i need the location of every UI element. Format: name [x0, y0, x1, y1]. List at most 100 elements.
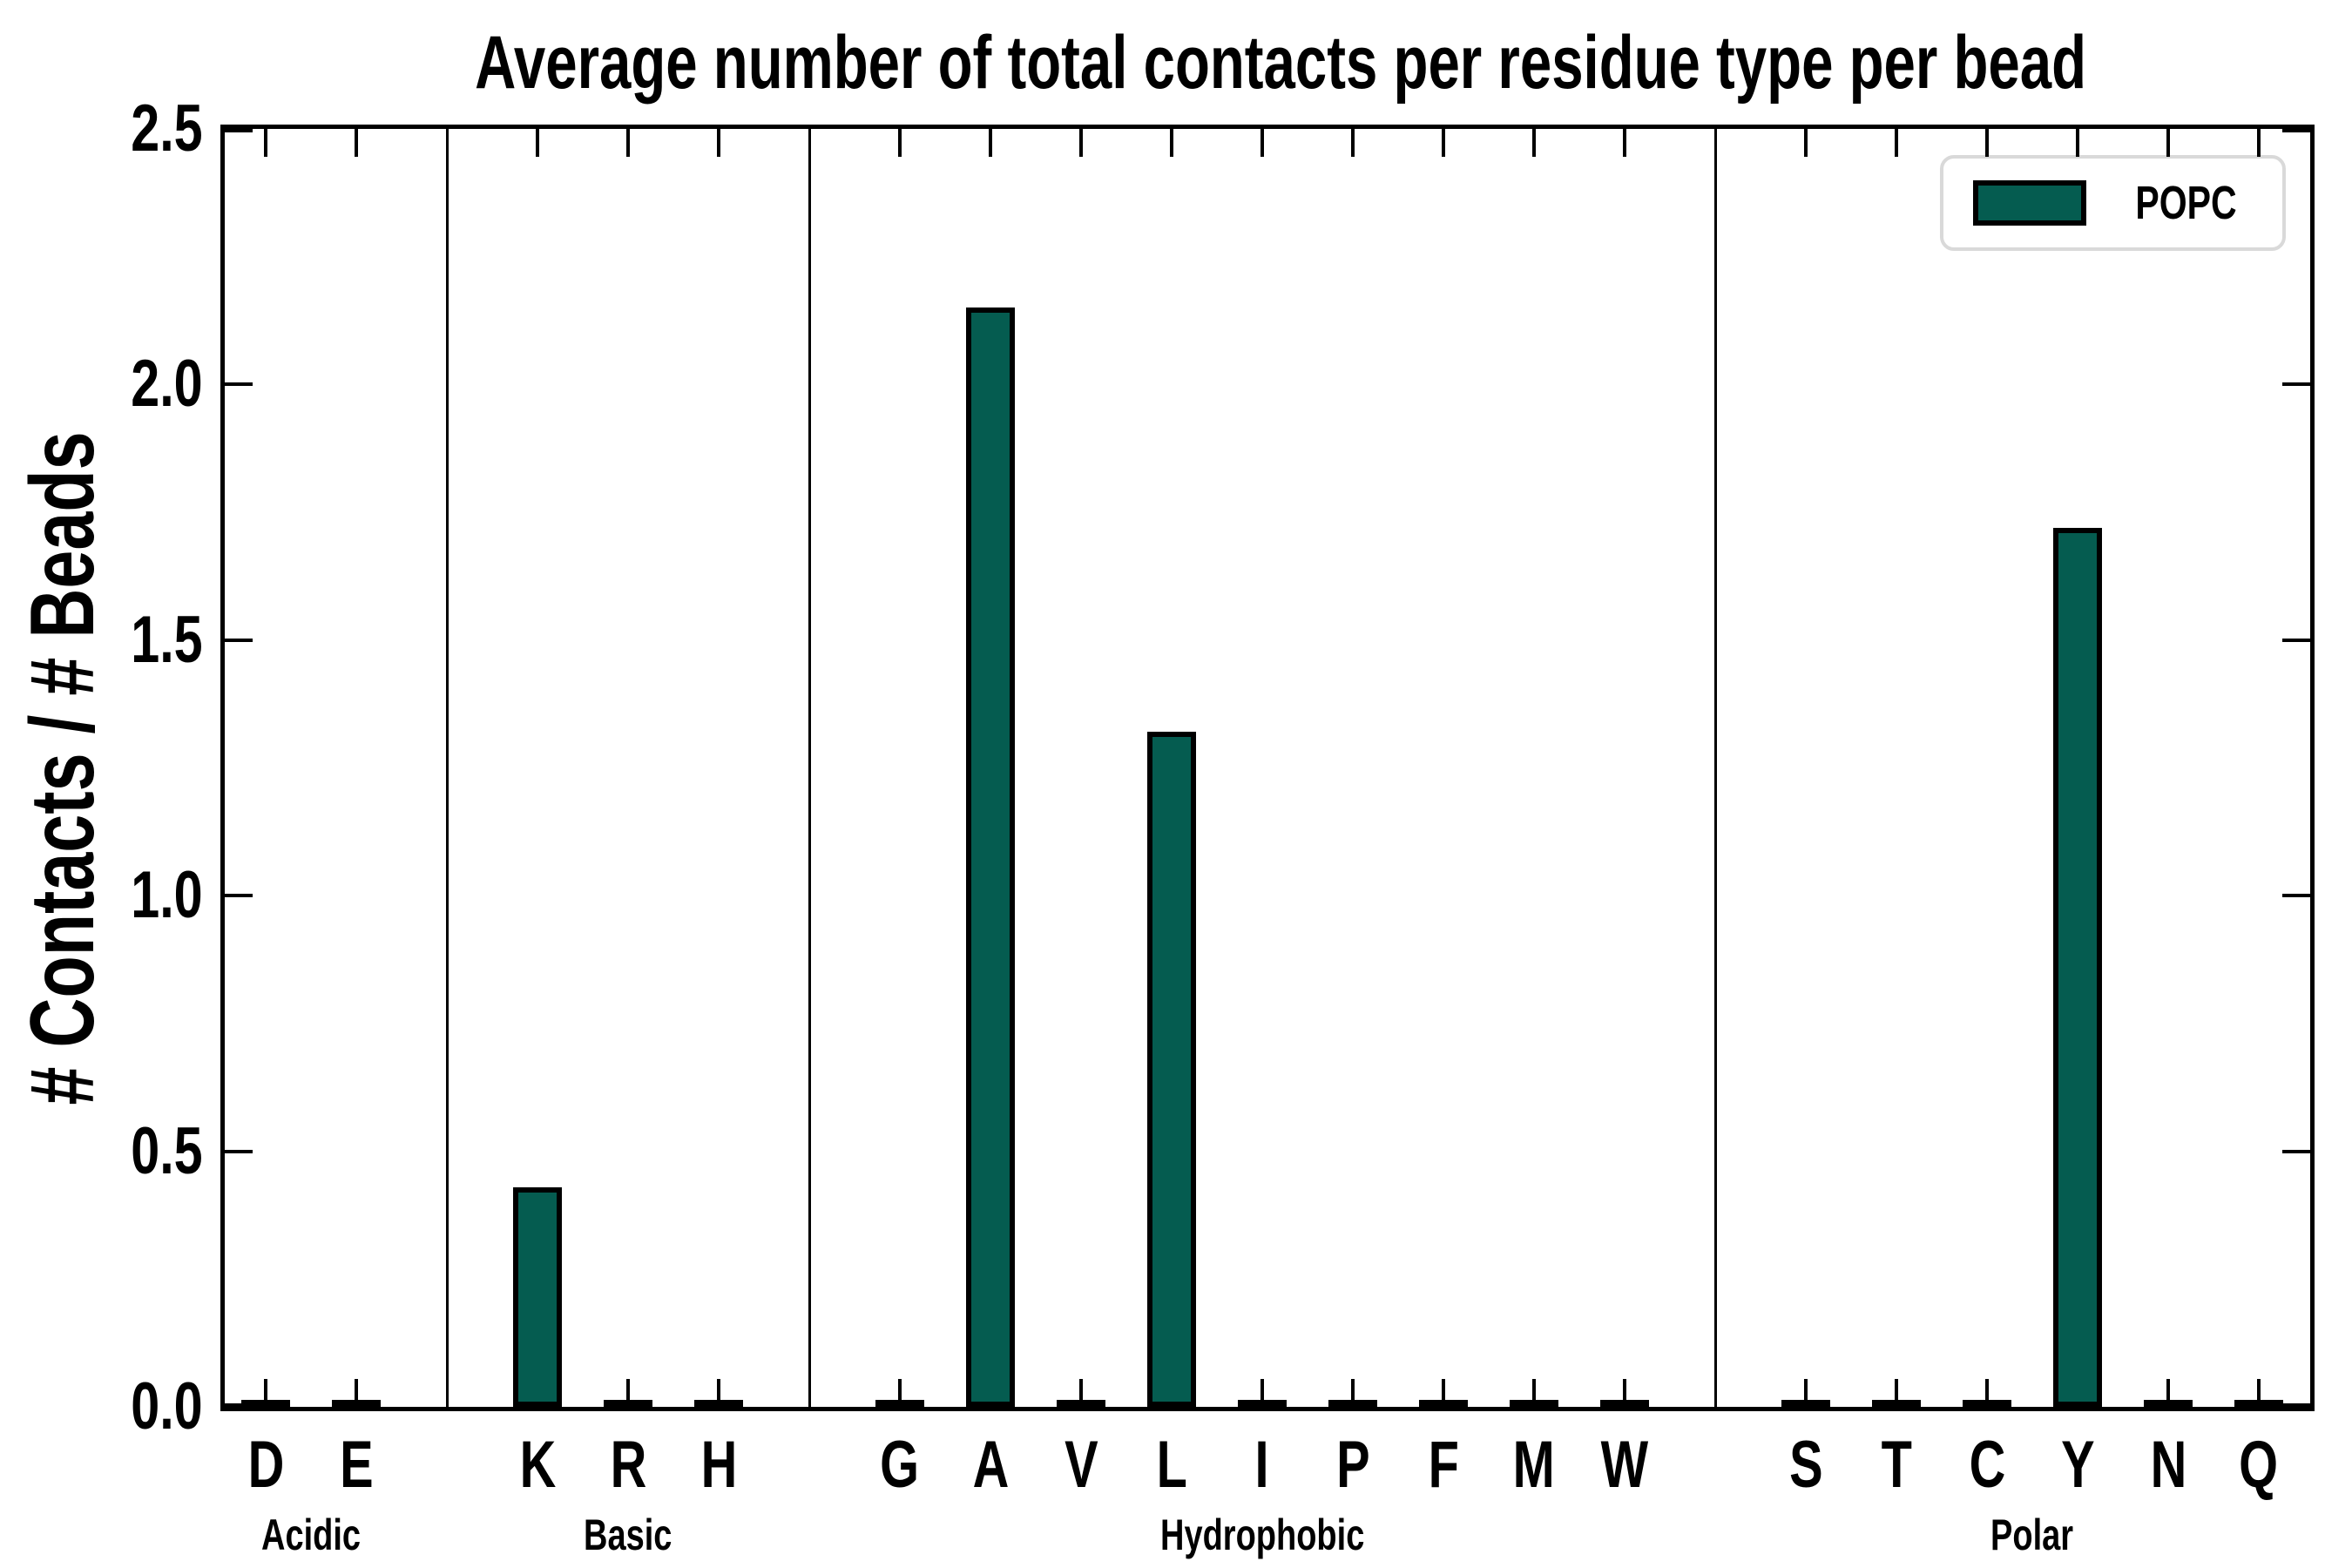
y-tick-label-text: 2.0: [131, 347, 203, 422]
y-tick-label: 2.5: [0, 94, 203, 164]
x-label-V: V: [1036, 1430, 1126, 1500]
y-axis-label: # Contacts / # Beads: [12, 431, 113, 1105]
x-tick-top-F: [1442, 129, 1445, 157]
group-label-hydrophobic: Hydrophobic: [1079, 1509, 1445, 1561]
x-tick-top-R: [626, 129, 630, 157]
x-label-A: A: [945, 1430, 1036, 1500]
x-label-I: I: [1217, 1430, 1308, 1500]
group-label-text: Hydrophobic: [1159, 1511, 1365, 1559]
x-label-Y: Y: [2032, 1430, 2123, 1500]
bar-K: [513, 1187, 562, 1407]
legend-swatch-popc: [1972, 180, 2086, 226]
x-label-text: T: [1881, 1428, 1912, 1502]
x-label-G: G: [855, 1430, 945, 1500]
x-tick-bottom-T: [1895, 1379, 1898, 1407]
y-tick-right: [2282, 1149, 2310, 1153]
x-tick-top-S: [1804, 129, 1808, 157]
y-tick-right: [2282, 638, 2310, 642]
x-label-K: K: [492, 1430, 583, 1500]
x-tick-bottom-V: [1079, 1379, 1083, 1407]
legend-label: POPC: [2135, 177, 2237, 229]
bar-D-zero: [241, 1400, 290, 1407]
x-label-text: M: [1512, 1428, 1556, 1502]
x-tick-bottom-N: [2166, 1379, 2170, 1407]
x-tick-top-H: [717, 129, 720, 157]
y-tick-label-text: 2.5: [131, 91, 203, 166]
x-label-text: Y: [2060, 1428, 2095, 1502]
group-separator: [808, 129, 811, 1407]
chart-title-text: Average number of total contacts per res…: [475, 21, 2087, 105]
x-tick-top-V: [1079, 129, 1083, 157]
x-tick-top-K: [536, 129, 539, 157]
y-tick-label: 2.0: [0, 349, 203, 419]
y-tick-label-text: 1.5: [131, 602, 203, 677]
bar-N-zero: [2144, 1400, 2193, 1407]
x-tick-top-L: [1170, 129, 1173, 157]
x-label-text: R: [610, 1428, 646, 1502]
x-tick-top-T: [1895, 129, 1898, 157]
x-tick-top-I: [1260, 129, 1264, 157]
x-label-Q: Q: [2213, 1430, 2304, 1500]
x-label-C: C: [1942, 1430, 2032, 1500]
bar-V-zero: [1057, 1400, 1105, 1407]
y-tick-label: 1.0: [0, 861, 203, 930]
y-tick-left: [225, 1149, 253, 1153]
y-tick-label-text: 0.0: [131, 1369, 203, 1443]
bar-P-zero: [1328, 1400, 1377, 1407]
x-label-text: H: [700, 1428, 737, 1502]
x-label-W: W: [1579, 1430, 1670, 1500]
y-tick-left: [225, 129, 253, 132]
y-tick-right: [2282, 382, 2310, 387]
x-label-text: P: [1335, 1428, 1370, 1502]
bar-I-zero: [1238, 1400, 1287, 1407]
bar-E-zero: [332, 1400, 381, 1407]
x-label-text: F: [1428, 1428, 1459, 1502]
chart-title: Average number of total contacts per res…: [220, 19, 2315, 106]
y-tick-label-text: 1.0: [131, 858, 203, 933]
y-tick-left: [225, 1403, 253, 1407]
bar-F-zero: [1419, 1400, 1468, 1407]
y-tick-right: [2282, 894, 2310, 898]
bar-G-zero: [875, 1400, 924, 1407]
x-label-text: D: [247, 1428, 284, 1502]
x-label-text: I: [1254, 1428, 1270, 1502]
x-tick-bottom-M: [1532, 1379, 1536, 1407]
bar-H-zero: [694, 1400, 743, 1407]
x-tick-bottom-E: [355, 1379, 358, 1407]
x-tick-top-A: [989, 129, 992, 157]
y-tick-label: 0.5: [0, 1113, 203, 1188]
x-label-text: S: [1788, 1428, 1823, 1502]
bar-Y: [2053, 528, 2102, 1407]
group-label-polar: Polar: [1849, 1509, 2215, 1561]
bar-T-zero: [1872, 1400, 1921, 1407]
x-label-D: D: [220, 1430, 311, 1500]
x-label-R: R: [583, 1430, 673, 1500]
plot-area: POPC: [220, 125, 2315, 1411]
x-tick-top-P: [1351, 129, 1355, 157]
x-tick-top-Q: [2257, 129, 2261, 157]
group-label-text: Acidic: [260, 1511, 362, 1559]
bar-S-zero: [1781, 1400, 1830, 1407]
x-label-P: P: [1308, 1430, 1398, 1500]
x-label-text: V: [1064, 1428, 1098, 1502]
y-tick-label: 0.0: [0, 1372, 203, 1442]
x-label-text: L: [1156, 1428, 1187, 1502]
x-tick-bottom-S: [1804, 1379, 1808, 1407]
group-label-acidic: Acidic: [128, 1509, 494, 1561]
x-label-N: N: [2123, 1430, 2213, 1500]
x-label-text: A: [972, 1428, 1009, 1502]
y-tick-right: [2282, 1403, 2310, 1407]
bar-R-zero: [604, 1400, 652, 1407]
x-label-S: S: [1761, 1430, 1851, 1500]
x-tick-top-W: [1623, 129, 1626, 157]
bar-C-zero: [1963, 1400, 2011, 1407]
group-separator: [445, 129, 449, 1407]
x-label-text: W: [1600, 1428, 1649, 1502]
y-tick-label-text: 0.5: [131, 1113, 203, 1188]
x-tick-top-M: [1532, 129, 1536, 157]
y-tick-left: [225, 894, 253, 898]
x-tick-top-G: [898, 129, 902, 157]
x-label-T: T: [1851, 1430, 1942, 1500]
legend: POPC: [1939, 155, 2286, 251]
